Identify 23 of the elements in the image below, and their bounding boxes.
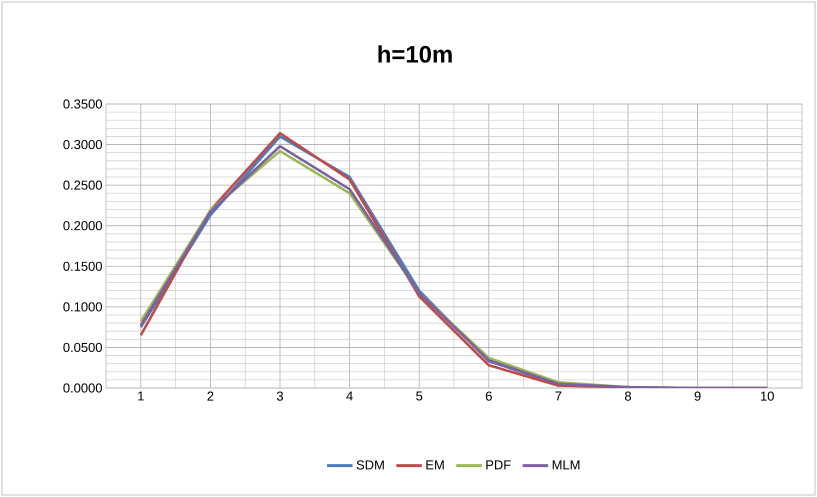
- y-tick-label: 0.2500: [63, 180, 102, 190]
- x-tick-label: 3: [276, 392, 284, 401]
- y-tick-label: 0.0000: [63, 383, 102, 393]
- x-tick-label: 10: [760, 392, 774, 401]
- y-tick-label: 0.2000: [63, 221, 102, 230]
- y-tick-label: 0.1500: [63, 262, 102, 271]
- legend-label: MLM: [552, 460, 580, 470]
- y-tick-label: 0.3000: [63, 140, 102, 150]
- x-tick-label: 2: [207, 392, 214, 401]
- legend-label: EM: [426, 460, 444, 470]
- x-tick-label: 5: [416, 392, 422, 401]
- x-tick-label: 8: [624, 392, 632, 401]
- legend-label: PDF: [486, 460, 511, 470]
- x-tick-label: 4: [346, 392, 353, 400]
- y-tick-label: 0.1000: [63, 302, 102, 312]
- x-tick-label: 6: [486, 392, 492, 401]
- x-tick-label: 1: [138, 392, 144, 400]
- legend-label: SDM: [356, 460, 384, 470]
- y-tick-label: 0.3500: [63, 99, 102, 109]
- y-tick-label: 0.0500: [63, 342, 102, 352]
- chart-title: h=10m: [378, 45, 452, 63]
- x-tick-label: 7: [555, 392, 562, 400]
- x-tick-label: 9: [694, 392, 701, 401]
